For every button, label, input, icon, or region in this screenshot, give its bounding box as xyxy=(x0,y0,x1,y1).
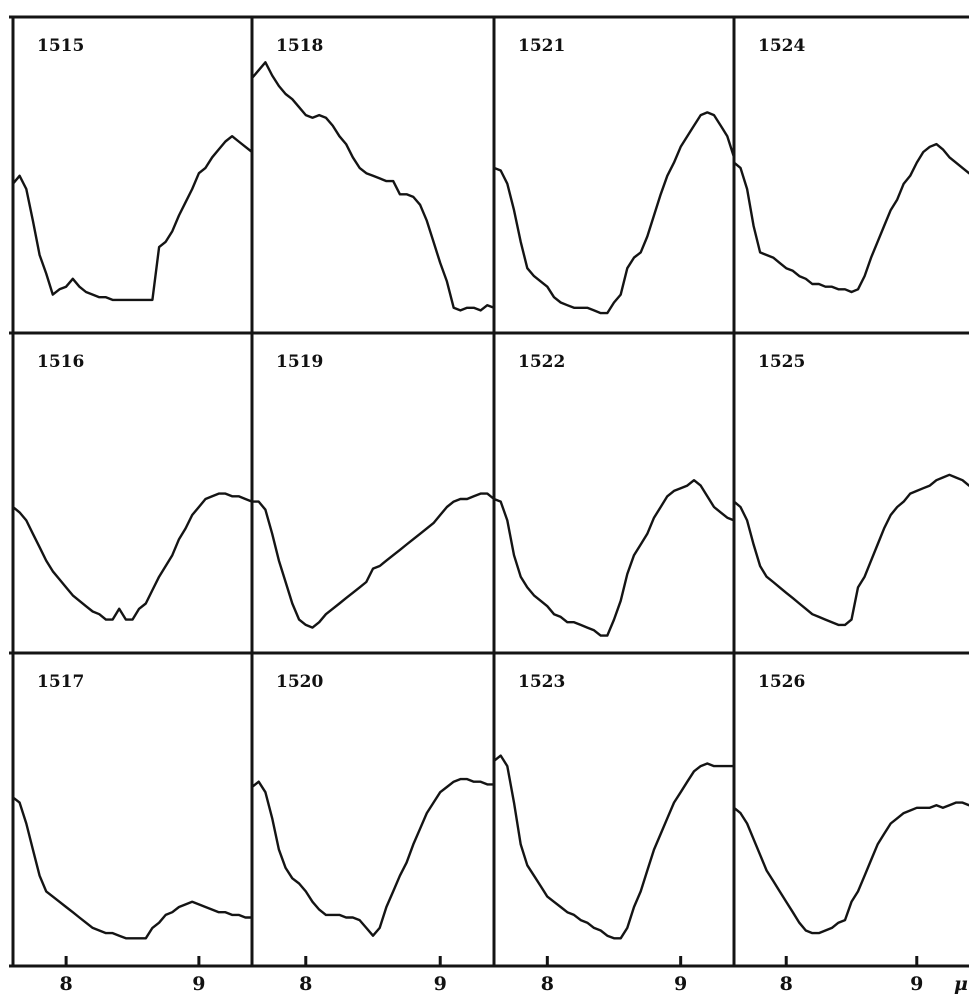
panel-label: 1518 xyxy=(276,36,323,56)
panel-1519: 1519 xyxy=(250,352,496,629)
panel-1518: 1518 xyxy=(250,36,496,312)
x-edge-label: μ xyxy=(954,973,968,995)
spectrum-trace xyxy=(492,754,736,940)
x-tick-label: 9 xyxy=(674,973,687,995)
spectrum-trace xyxy=(11,796,254,940)
spectrum-trace xyxy=(250,61,496,312)
panel-label: 1516 xyxy=(37,352,84,372)
panel-1524: 1524 xyxy=(732,36,969,294)
panel-1517: 1517 xyxy=(11,672,254,940)
x-tick-label: 9 xyxy=(192,973,205,995)
panel-label: 1521 xyxy=(518,36,565,56)
spectrum-trace xyxy=(492,479,736,637)
spectrum-trace xyxy=(11,492,254,621)
x-tick-label: 9 xyxy=(434,973,447,995)
grid-frame xyxy=(9,15,969,968)
x-tick-label: 8 xyxy=(299,973,312,995)
panel-1516: 1516 xyxy=(11,352,254,621)
x-tick-label: 8 xyxy=(780,973,793,995)
spectrum-trace xyxy=(732,473,969,627)
panel-1523: 1523 xyxy=(492,672,736,940)
panel-label: 1520 xyxy=(276,672,323,692)
panel-label: 1519 xyxy=(276,352,323,372)
panel-label: 1517 xyxy=(37,672,84,692)
spectrum-trace xyxy=(732,142,969,294)
panel-label: 1522 xyxy=(518,352,565,372)
panel-label: 1525 xyxy=(758,352,805,372)
spectrum-trace xyxy=(250,777,496,937)
spectrum-trace xyxy=(732,801,969,935)
x-tick-label: 8 xyxy=(541,973,554,995)
panel-label: 1515 xyxy=(37,36,84,56)
x-axis: 8 9 8 9 8 9 8 9 μ xyxy=(59,956,968,995)
panel-grid: 1515 1518 1521 1524 1516 1519 1522 1525 1517 1520… xyxy=(11,36,969,940)
panel-1522: 1522 xyxy=(492,352,736,637)
panel-label: 1524 xyxy=(758,36,805,56)
panel-label: 1523 xyxy=(518,672,565,692)
panel-1521: 1521 xyxy=(492,36,736,315)
x-tick-label: 9 xyxy=(910,973,923,995)
panel-1526: 1526 xyxy=(732,672,969,935)
spectrum-trace xyxy=(250,492,496,629)
panel-label: 1526 xyxy=(758,672,805,692)
panel-1520: 1520 xyxy=(250,672,496,937)
spectrum-trace xyxy=(492,111,736,315)
spectrum-trace xyxy=(11,134,254,302)
panel-1525: 1525 xyxy=(732,352,969,627)
panel-1515: 1515 xyxy=(11,36,254,302)
x-tick-label: 8 xyxy=(59,973,72,995)
